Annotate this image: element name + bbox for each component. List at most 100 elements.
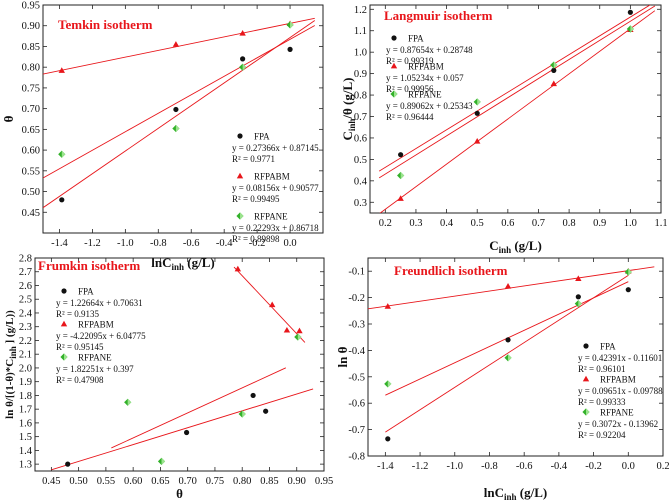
y-tick-label: 0.3 bbox=[354, 198, 367, 209]
x-tick-label: 0.0 bbox=[283, 238, 296, 249]
data-point-rfpane bbox=[574, 300, 582, 308]
fit-line-fpa bbox=[51, 388, 314, 471]
legend-label: RFPABM bbox=[78, 320, 114, 330]
x-tick-label: 0.2 bbox=[656, 461, 669, 472]
x-tick-label: 0.4 bbox=[440, 218, 454, 229]
legend-marker-rfpabm bbox=[236, 172, 244, 179]
legend-equation: y = -4.22095x + 6.04775 bbox=[56, 331, 146, 341]
x-tick-label: 1.1 bbox=[654, 218, 667, 229]
legend-label: RFPANE bbox=[254, 212, 288, 222]
fit-line-rfpabm bbox=[368, 266, 655, 310]
data-point-rfpane bbox=[58, 150, 66, 158]
data-point-rfpabm bbox=[397, 195, 404, 201]
legend-r2: R² = 0.99319 bbox=[386, 56, 434, 66]
y-axis-title: ln θ bbox=[335, 346, 350, 367]
data-point-rfpabm bbox=[474, 137, 481, 144]
y-tick-label: -0.1 bbox=[348, 267, 365, 278]
chart-title: Frumkin isotherm bbox=[38, 258, 140, 273]
fit-line-fpa bbox=[378, 5, 651, 172]
x-tick-label: 0.65 bbox=[151, 476, 169, 487]
fit-line-rfpane bbox=[43, 25, 315, 179]
legend-equation: y = 0.87654x + 0.28748 bbox=[386, 45, 473, 55]
data-point-fpa bbox=[65, 461, 71, 467]
plot-frame bbox=[367, 257, 664, 457]
x-tick-label: 0.75 bbox=[206, 476, 224, 487]
legend-label: RFPANE bbox=[78, 353, 112, 363]
data-point-rfpane bbox=[238, 410, 246, 418]
legend-marker-fpa bbox=[391, 35, 397, 41]
y-tick-label: 2.1 bbox=[19, 350, 32, 361]
x-tick-label: -0.2 bbox=[249, 238, 266, 249]
y-tick-label: 1.1 bbox=[354, 26, 367, 37]
data-point-rfpabm bbox=[384, 303, 391, 309]
data-point-fpa bbox=[474, 110, 480, 116]
chart-title: Temkin isotherm bbox=[58, 17, 153, 32]
legend-marker-rfpane bbox=[60, 353, 68, 361]
data-point-fpa bbox=[240, 56, 246, 62]
fit-line-fpa bbox=[43, 20, 316, 209]
y-tick-label: 0.7 bbox=[354, 112, 367, 123]
legend-r2: R² = 0.99333 bbox=[578, 397, 626, 407]
legend-equation: y = 0.3072x - 0.13962 bbox=[578, 419, 658, 429]
y-tick-label: -0.8 bbox=[348, 452, 365, 463]
y-tick-label: -0.4 bbox=[348, 346, 365, 357]
data-point-fpa bbox=[398, 152, 404, 158]
legend-label: RFPABM bbox=[254, 172, 290, 182]
data-point-rfpane bbox=[397, 171, 405, 180]
x-tick-label: -1.4 bbox=[51, 238, 68, 249]
data-point-rfpabm bbox=[550, 80, 557, 87]
x-tick-label: 0.90 bbox=[288, 476, 306, 487]
legend-r2: R² = 0.99495 bbox=[232, 194, 280, 204]
x-tick-label: 0.70 bbox=[178, 476, 196, 487]
legend-r2: R² = 0.9771 bbox=[232, 154, 275, 164]
y-tick-label: 0.50 bbox=[22, 187, 40, 198]
chart-panel-2: 0.2 0.3 0.4 0.5 0.6 0.7 0.8 0.9 1.0 1.1 0.3 0.4 0.5 0… bbox=[340, 4, 668, 255]
y-tick-label: 0.70 bbox=[22, 104, 40, 115]
y-tick-label: 0.8 bbox=[354, 91, 367, 102]
legend-equation: y = 0.08156x + 0.90577 bbox=[232, 183, 319, 193]
data-point-rfpabm bbox=[58, 67, 65, 73]
y-tick-label: 2.4 bbox=[19, 308, 33, 319]
data-point-rfpane bbox=[504, 354, 512, 362]
x-tick-label: -1.0 bbox=[446, 461, 463, 472]
data-point-rfpane bbox=[384, 380, 392, 388]
fit-line-rfpabm bbox=[43, 17, 315, 75]
data-point-rfpane bbox=[473, 98, 481, 106]
legend-label: FPA bbox=[408, 34, 424, 44]
x-axis-title: lnCinh (g/L) bbox=[484, 485, 547, 502]
data-point-fpa bbox=[627, 9, 633, 15]
chart-title: Freundlich isotherm bbox=[394, 263, 508, 278]
x-tick-label: -1.4 bbox=[377, 461, 394, 472]
legend-marker-rfpane bbox=[236, 212, 244, 220]
y-tick-label: 2.5 bbox=[19, 295, 32, 306]
legend-marker-rfpane bbox=[582, 408, 590, 416]
data-point-fpa bbox=[287, 46, 293, 52]
legend-label: FPA bbox=[78, 287, 94, 297]
x-tick-label: 0.3 bbox=[409, 218, 422, 229]
x-tick-label: -1.2 bbox=[84, 238, 101, 249]
y-tick-label: 2.3 bbox=[19, 322, 32, 333]
fit-line-rfpane bbox=[378, 5, 656, 179]
y-tick-label: 0.4 bbox=[354, 176, 368, 187]
x-tick-label: 0.7 bbox=[532, 218, 545, 229]
y-tick-label: 1.8 bbox=[19, 391, 32, 402]
data-point-rfpane bbox=[550, 61, 558, 69]
data-point-rfpane bbox=[294, 333, 302, 341]
data-point-fpa bbox=[263, 408, 269, 414]
x-tick-label: 0.50 bbox=[69, 476, 87, 487]
y-tick-label: -0.7 bbox=[348, 425, 365, 436]
legend-label: RFPANE bbox=[600, 408, 634, 418]
y-tick-label: 0.85 bbox=[22, 42, 40, 53]
x-tick-label: -0.4 bbox=[216, 238, 233, 249]
y-tick-label: 2.6 bbox=[19, 281, 32, 292]
y-tick-label: 2.7 bbox=[19, 267, 32, 278]
data-point-rfpane bbox=[626, 25, 634, 33]
data-point-rfpabm bbox=[575, 275, 582, 281]
y-tick-label: 0.60 bbox=[22, 146, 40, 157]
fit-line-rfpabm bbox=[379, 10, 656, 213]
data-point-fpa bbox=[183, 429, 190, 436]
y-tick-label: 2.8 bbox=[19, 254, 32, 265]
x-axis-title: θ bbox=[176, 486, 183, 501]
chart-panel-3: 0.45 0.50 0.55 0.60 0.65 0.70 0.75 0.80 0.85 0.90… bbox=[4, 254, 333, 502]
